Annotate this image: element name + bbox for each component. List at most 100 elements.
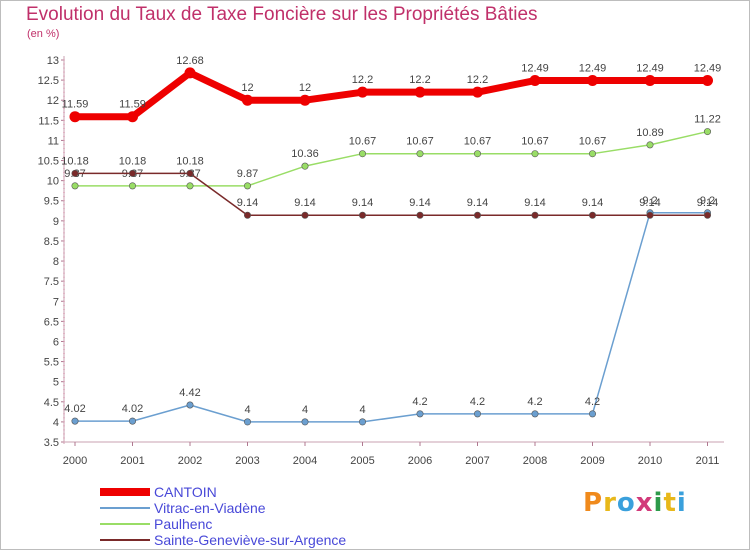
data-point-paulhenc [358,150,366,158]
data-point-vitrac-en-viadene [244,418,252,426]
logo-letter: P [583,488,604,518]
data-label-cantoin: 12 [299,82,311,94]
data-point-cantoin [644,75,656,87]
x-tick-label-2002: 2002 [178,455,202,467]
data-point-sainte-genevieve-sur-argence [416,211,424,219]
legend-label-sainte-genevieve-sur-argence: Sainte-Geneviève-sur-Argence [154,532,347,548]
data-point-sainte-genevieve-sur-argence [129,169,137,177]
data-label-cantoin: 12.2 [352,74,373,86]
data-label-vitrac-en-viadene: 4.2 [470,396,485,408]
x-tick-label-2010: 2010 [638,455,662,467]
data-point-sainte-genevieve-sur-argence [588,211,596,219]
data-label-sainte-genevieve-sur-argence: 9.14 [409,197,430,209]
data-point-vitrac-en-viadene [588,410,596,418]
data-label-cantoin: 12 [241,82,253,94]
data-label-cantoin: 11.59 [62,99,89,111]
x-tick-label-2003: 2003 [235,455,259,467]
x-tick-label-2005: 2005 [350,455,374,467]
data-label-sainte-genevieve-sur-argence: 9.14 [582,197,603,209]
data-label-sainte-genevieve-sur-argence: 9.14 [294,197,315,209]
data-label-sainte-genevieve-sur-argence: 9.14 [524,197,545,209]
logo-letter: t [663,488,677,518]
data-point-cantoin [472,86,483,98]
series-line-vitrac-en-viadene [75,212,708,423]
data-label-sainte-genevieve-sur-argence: 9.14 [237,197,258,209]
data-label-paulhenc: 10.67 [579,136,607,148]
series-line-sainte-genevieve-sur-argence [75,172,708,216]
data-point-paulhenc [244,182,252,190]
data-point-cantoin [587,75,598,87]
data-label-sainte-genevieve-sur-argence: 10.18 [176,155,204,167]
y-tick-label: 10 [47,176,59,188]
data-point-paulhenc [301,162,309,170]
data-point-sainte-genevieve-sur-argence [646,211,654,219]
data-label-vitrac-en-viadene: 4.02 [122,403,143,415]
data-label-paulhenc: 9.87 [237,168,258,180]
data-point-sainte-genevieve-sur-argence [301,211,309,219]
data-point-vitrac-en-viadene [416,410,424,418]
proxiti-logo: Proxiti [583,488,687,518]
data-point-cantoin [529,75,541,87]
x-tick-label-2008: 2008 [523,455,547,467]
legend-swatch-cantoin [100,488,150,496]
x-tick-label-2006: 2006 [408,455,432,467]
y-tick-label: 4.5 [44,397,59,409]
y-tick-label: 10.5 [38,156,59,168]
data-point-vitrac-en-viadene [358,418,366,426]
y-tick-label: 4 [53,417,59,429]
data-point-sainte-genevieve-sur-argence [71,169,79,177]
series-line-paulhenc [75,130,708,187]
data-label-paulhenc: 10.67 [521,136,549,148]
legend-label-vitrac-en-viadene: Vitrac-en-Viadène [154,500,266,516]
y-tick-label: 11.5 [38,115,59,127]
data-point-vitrac-en-viadene [473,410,481,418]
data-point-sainte-genevieve-sur-argence [358,211,366,219]
y-tick-label: 8 [53,256,59,268]
data-point-cantoin [702,75,713,87]
data-point-sainte-genevieve-sur-argence [531,211,539,219]
data-point-paulhenc [71,182,79,190]
x-tick-label-2011: 2011 [696,455,720,467]
data-label-vitrac-en-viadene: 4.2 [412,396,427,408]
data-point-cantoin [357,86,368,98]
y-tick-label: 13 [47,55,59,67]
y-tick-label: 11 [48,135,59,147]
data-point-cantoin [242,94,253,106]
y-tick-label: 9.5 [44,196,59,208]
y-tick-label: 5 [53,377,59,389]
logo-letter: r [603,488,617,518]
data-label-cantoin: 12.2 [409,74,430,86]
data-label-cantoin: 12.49 [636,63,664,75]
y-tick-label: 7 [53,296,59,308]
data-point-vitrac-en-viadene [301,418,309,426]
data-point-vitrac-en-viadene [71,417,79,425]
x-tick-label-2009: 2009 [580,455,604,467]
data-label-cantoin: 12.49 [521,63,549,75]
data-point-sainte-genevieve-sur-argence [703,211,711,219]
data-label-paulhenc: 10.67 [349,136,377,148]
data-label-sainte-genevieve-sur-argence: 9.14 [639,197,660,209]
data-point-cantoin [69,111,81,123]
data-label-vitrac-en-viadene: 4 [244,404,250,416]
data-point-paulhenc [129,182,137,190]
data-point-paulhenc [588,150,596,158]
data-point-vitrac-en-viadene [186,401,194,409]
data-label-vitrac-en-viadene: 4.2 [527,396,542,408]
data-point-sainte-genevieve-sur-argence [244,211,252,219]
data-label-cantoin: 12.49 [694,63,722,75]
y-tick-label: 5.5 [44,357,59,369]
legend-label-paulhenc: Paulhenc [154,516,213,532]
data-label-sainte-genevieve-sur-argence: 9.14 [697,197,718,209]
data-label-vitrac-en-viadene: 9.2 [700,195,715,207]
data-point-paulhenc [703,128,711,136]
data-label-cantoin: 12.68 [176,55,204,67]
data-label-vitrac-en-viadene: 4.2 [585,396,600,408]
logo-letter: i [653,488,664,518]
logo-letter: x [635,488,654,518]
logo-letter: i [676,488,687,518]
data-point-cantoin [127,111,138,123]
data-label-sainte-genevieve-sur-argence: 10.18 [61,155,89,167]
data-point-cantoin [414,86,426,98]
data-label-cantoin: 12.2 [467,74,488,86]
data-point-cantoin [184,67,196,79]
